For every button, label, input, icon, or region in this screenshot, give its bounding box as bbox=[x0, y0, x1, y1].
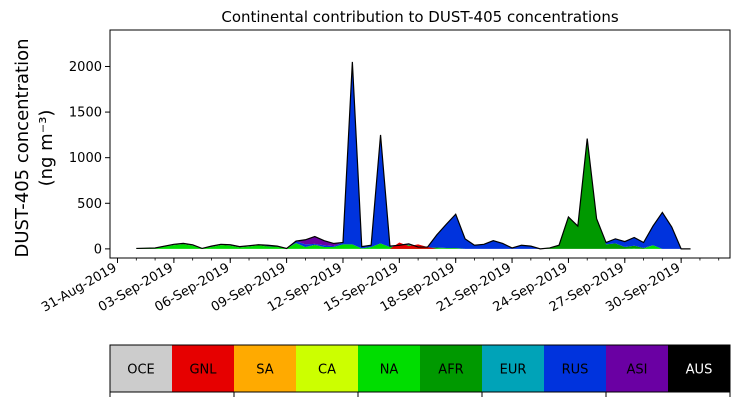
total-outline bbox=[136, 61, 691, 250]
legend-label-afr: AFR bbox=[438, 363, 463, 378]
legend-swatch-oce bbox=[110, 345, 173, 392]
y-tick-label: 2000 bbox=[69, 60, 102, 75]
legend-label-na: NA bbox=[380, 363, 399, 378]
legend-swatch-sa bbox=[234, 345, 297, 392]
legend-label-gnl: GNL bbox=[189, 363, 217, 378]
legend-label-sa: SA bbox=[256, 363, 273, 378]
series-area-rus bbox=[136, 61, 691, 249]
legend-label-rus: RUS bbox=[562, 363, 589, 378]
legend-swatch-rus bbox=[544, 345, 607, 392]
legend-label-ca: CA bbox=[318, 363, 336, 378]
legend-colorbar: OCE GNL SA CA NA AFR EUR RUS ASI AUS bbox=[109, 344, 731, 397]
y-axis-label-line2: (ng m⁻³) bbox=[36, 110, 57, 187]
legend-label-oce: OCE bbox=[127, 363, 155, 378]
chart-title: Continental contribution to DUST-405 con… bbox=[221, 8, 618, 26]
y-tick-label: 1000 bbox=[69, 151, 102, 166]
legend-label-aus: AUS bbox=[686, 363, 713, 378]
legend-swatch-afr bbox=[420, 345, 483, 392]
y-axis-label: DUST-405 concentration (ng m⁻³) bbox=[12, 38, 57, 257]
legend-swatch-gnl bbox=[172, 345, 235, 392]
series-area-asi bbox=[136, 61, 691, 249]
y-tick-label: 0 bbox=[94, 242, 102, 257]
plot-area bbox=[136, 61, 691, 250]
legend-swatch-ca bbox=[296, 345, 359, 392]
series-area-afr bbox=[136, 138, 691, 249]
y-tick-label: 1500 bbox=[69, 106, 102, 121]
legend-swatch-aus bbox=[668, 345, 731, 392]
y-axis-label-line1: DUST-405 concentration bbox=[12, 38, 33, 257]
series-area-na bbox=[136, 243, 691, 249]
plot-frame bbox=[109, 29, 731, 259]
axes: 050010001500200031-Aug-201903-Sep-201906… bbox=[39, 29, 731, 316]
legend-label-eur: EUR bbox=[500, 363, 527, 378]
legend-frame bbox=[109, 344, 731, 393]
y-tick-label: 500 bbox=[77, 197, 102, 212]
legend-swatch-na bbox=[358, 345, 421, 392]
legend-label-asi: ASI bbox=[627, 363, 648, 378]
legend-swatch-eur bbox=[482, 345, 545, 392]
legend-swatch-asi bbox=[606, 345, 669, 392]
